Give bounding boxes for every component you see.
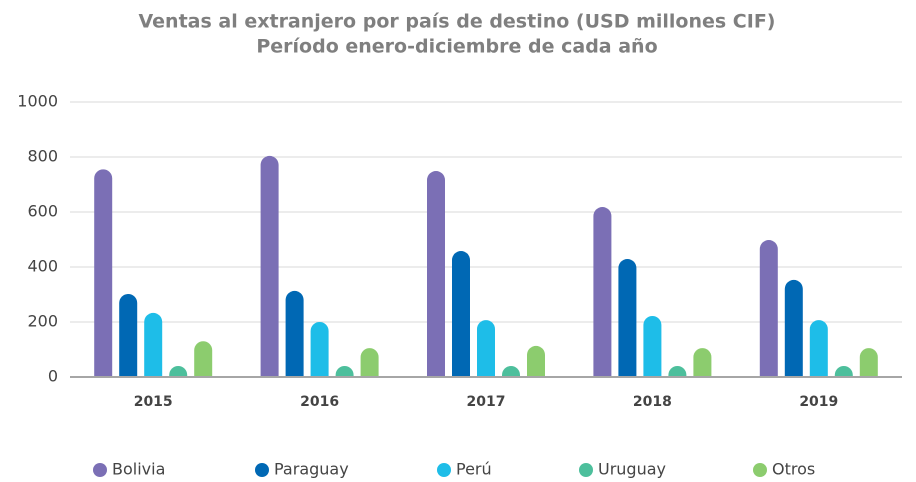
bar	[427, 171, 445, 377]
legend-marker	[579, 463, 593, 477]
bar	[144, 312, 163, 377]
bar	[285, 290, 304, 377]
x-tick-label: 2018	[633, 394, 672, 410]
bar	[260, 155, 279, 377]
bar	[94, 169, 113, 377]
legend-marker	[93, 463, 107, 477]
legend-marker	[753, 463, 767, 477]
bar	[668, 366, 687, 377]
bar	[169, 366, 188, 377]
y-tick-label: 1000	[17, 92, 58, 111]
y-tick-label: 800	[27, 147, 58, 166]
bar	[527, 345, 545, 377]
bar	[502, 366, 520, 377]
bar	[784, 279, 803, 377]
bar	[859, 348, 878, 377]
bar	[593, 207, 612, 377]
legend-label: Otros	[772, 460, 815, 479]
chart-title: Ventas al extranjero por país de destino…	[138, 11, 775, 33]
bar	[759, 240, 778, 377]
legend-label: Bolivia	[112, 460, 165, 479]
bar	[194, 341, 213, 377]
legend-marker	[255, 463, 269, 477]
y-tick-label: 200	[27, 312, 58, 331]
legend-marker	[437, 463, 451, 477]
bar	[335, 366, 354, 377]
y-tick-label: 400	[27, 257, 58, 276]
bar	[809, 320, 828, 377]
bar	[452, 251, 470, 377]
x-tick-label: 2017	[467, 394, 506, 410]
x-tick-label: 2015	[134, 394, 173, 410]
bar	[693, 348, 712, 377]
bar	[477, 320, 495, 377]
x-tick-label: 2019	[799, 394, 838, 410]
legend-label: Paraguay	[274, 460, 349, 479]
y-tick-label: 600	[27, 202, 58, 221]
y-tick-label: 0	[48, 367, 58, 386]
bar	[618, 259, 637, 377]
bar	[360, 348, 379, 377]
bar	[834, 366, 853, 377]
bar	[643, 315, 662, 377]
legend-label: Uruguay	[598, 460, 666, 479]
bar	[310, 322, 329, 377]
chart-subtitle: Período enero-diciembre de cada año	[256, 36, 657, 58]
x-tick-label: 2016	[300, 394, 339, 410]
bar	[119, 293, 138, 377]
legend-label: Perú	[456, 460, 492, 479]
